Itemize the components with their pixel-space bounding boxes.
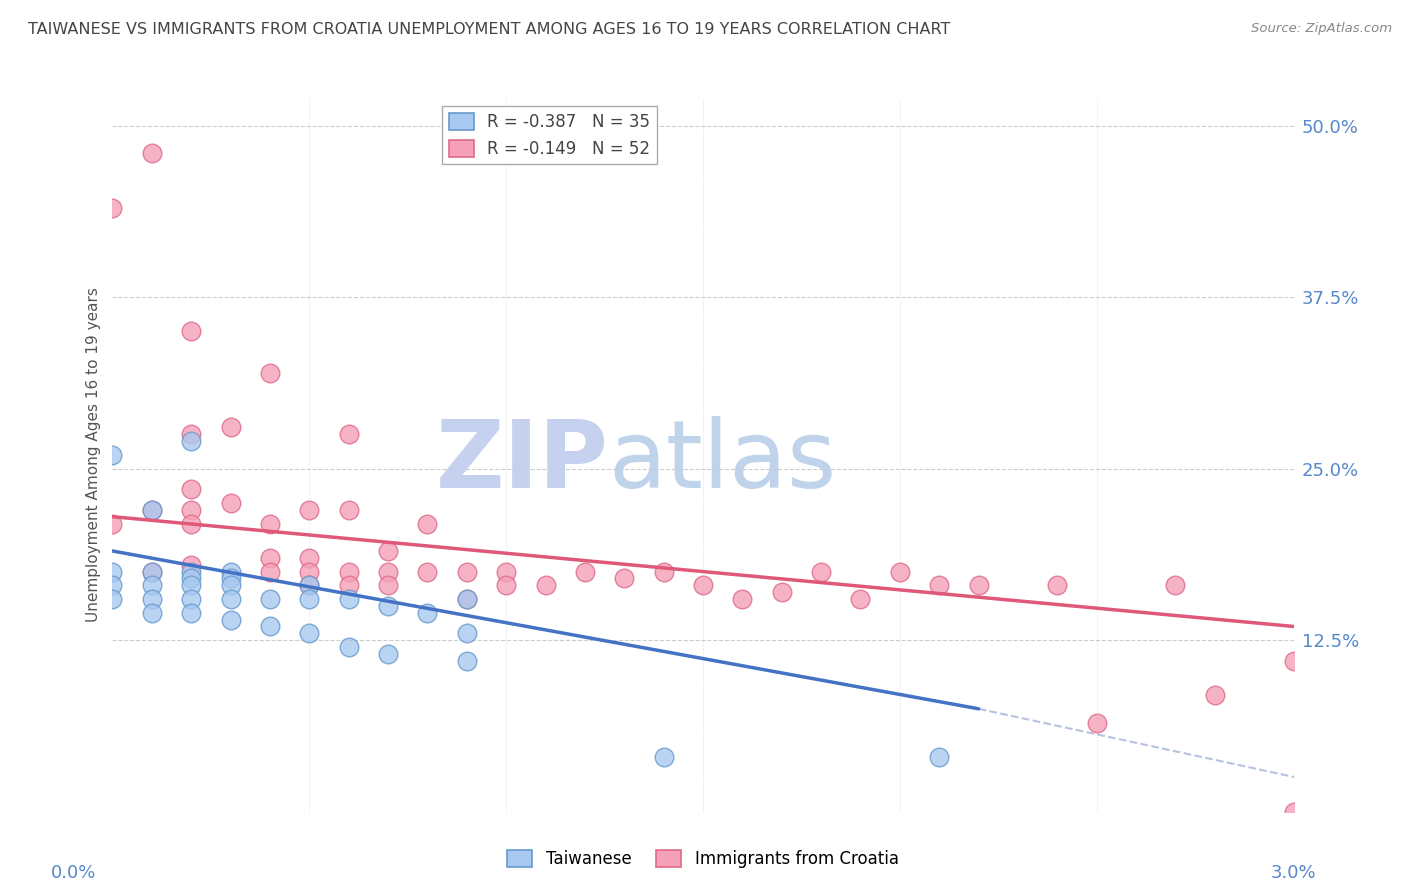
Point [928, 578, 950, 592]
Point [141, 565, 163, 579]
Point [219, 571, 242, 585]
Point [298, 626, 321, 640]
Point [456, 654, 478, 668]
Point [456, 592, 478, 607]
Point [141, 606, 163, 620]
Point [180, 482, 202, 496]
Point [259, 550, 281, 565]
Point [180, 606, 202, 620]
Point [1204, 688, 1226, 702]
Point [259, 592, 281, 607]
Point [298, 503, 321, 517]
Point [849, 592, 872, 607]
Point [731, 592, 754, 607]
Point [141, 503, 163, 517]
Point [652, 565, 675, 579]
Point [1282, 805, 1305, 819]
Point [180, 565, 202, 579]
Point [101, 578, 124, 592]
Point [416, 516, 439, 531]
Point [101, 201, 124, 215]
Text: Source: ZipAtlas.com: Source: ZipAtlas.com [1251, 22, 1392, 36]
Point [141, 503, 163, 517]
Point [692, 578, 714, 592]
Point [259, 366, 281, 380]
Point [889, 565, 911, 579]
Point [337, 565, 360, 579]
Point [337, 578, 360, 592]
Point [180, 503, 202, 517]
Point [652, 749, 675, 764]
Point [1282, 654, 1305, 668]
Point [416, 565, 439, 579]
Point [1085, 715, 1108, 730]
Point [101, 565, 124, 579]
Point [416, 606, 439, 620]
Point [337, 503, 360, 517]
Point [337, 640, 360, 654]
Point [180, 516, 202, 531]
Y-axis label: Unemployment Among Ages 16 to 19 years: Unemployment Among Ages 16 to 19 years [86, 287, 101, 623]
Point [377, 578, 399, 592]
Point [1164, 578, 1187, 592]
Point [180, 578, 202, 592]
Point [1046, 578, 1069, 592]
Point [219, 613, 242, 627]
Point [259, 565, 281, 579]
Point [337, 592, 360, 607]
Point [259, 619, 281, 633]
Point [574, 565, 596, 579]
Point [180, 325, 202, 339]
Point [180, 571, 202, 585]
Point [259, 516, 281, 531]
Point [377, 647, 399, 661]
Point [770, 585, 793, 599]
Point [456, 592, 478, 607]
Point [141, 578, 163, 592]
Point [810, 565, 832, 579]
Point [613, 571, 636, 585]
Point [298, 592, 321, 607]
Point [298, 578, 321, 592]
Point [141, 146, 163, 161]
Point [495, 578, 517, 592]
Text: ZIP: ZIP [436, 416, 609, 508]
Point [298, 565, 321, 579]
Text: 0.0%: 0.0% [51, 863, 96, 882]
Legend: Taiwanese, Immigrants from Croatia: Taiwanese, Immigrants from Croatia [501, 843, 905, 875]
Point [219, 578, 242, 592]
Text: atlas: atlas [609, 416, 837, 508]
Point [180, 427, 202, 442]
Point [101, 592, 124, 607]
Point [219, 592, 242, 607]
Point [180, 434, 202, 449]
Point [298, 550, 321, 565]
Point [219, 565, 242, 579]
Point [337, 427, 360, 442]
Point [495, 565, 517, 579]
Point [928, 749, 950, 764]
Point [456, 626, 478, 640]
Text: 3.0%: 3.0% [1271, 863, 1316, 882]
Point [180, 558, 202, 572]
Point [219, 496, 242, 510]
Point [456, 565, 478, 579]
Text: TAIWANESE VS IMMIGRANTS FROM CROATIA UNEMPLOYMENT AMONG AGES 16 TO 19 YEARS CORR: TAIWANESE VS IMMIGRANTS FROM CROATIA UNE… [28, 22, 950, 37]
Point [101, 448, 124, 462]
Point [298, 578, 321, 592]
Point [180, 592, 202, 607]
Point [141, 565, 163, 579]
Point [101, 516, 124, 531]
Point [534, 578, 557, 592]
Point [141, 592, 163, 607]
Point [377, 599, 399, 613]
Point [967, 578, 990, 592]
Point [377, 565, 399, 579]
Point [377, 544, 399, 558]
Point [219, 420, 242, 434]
